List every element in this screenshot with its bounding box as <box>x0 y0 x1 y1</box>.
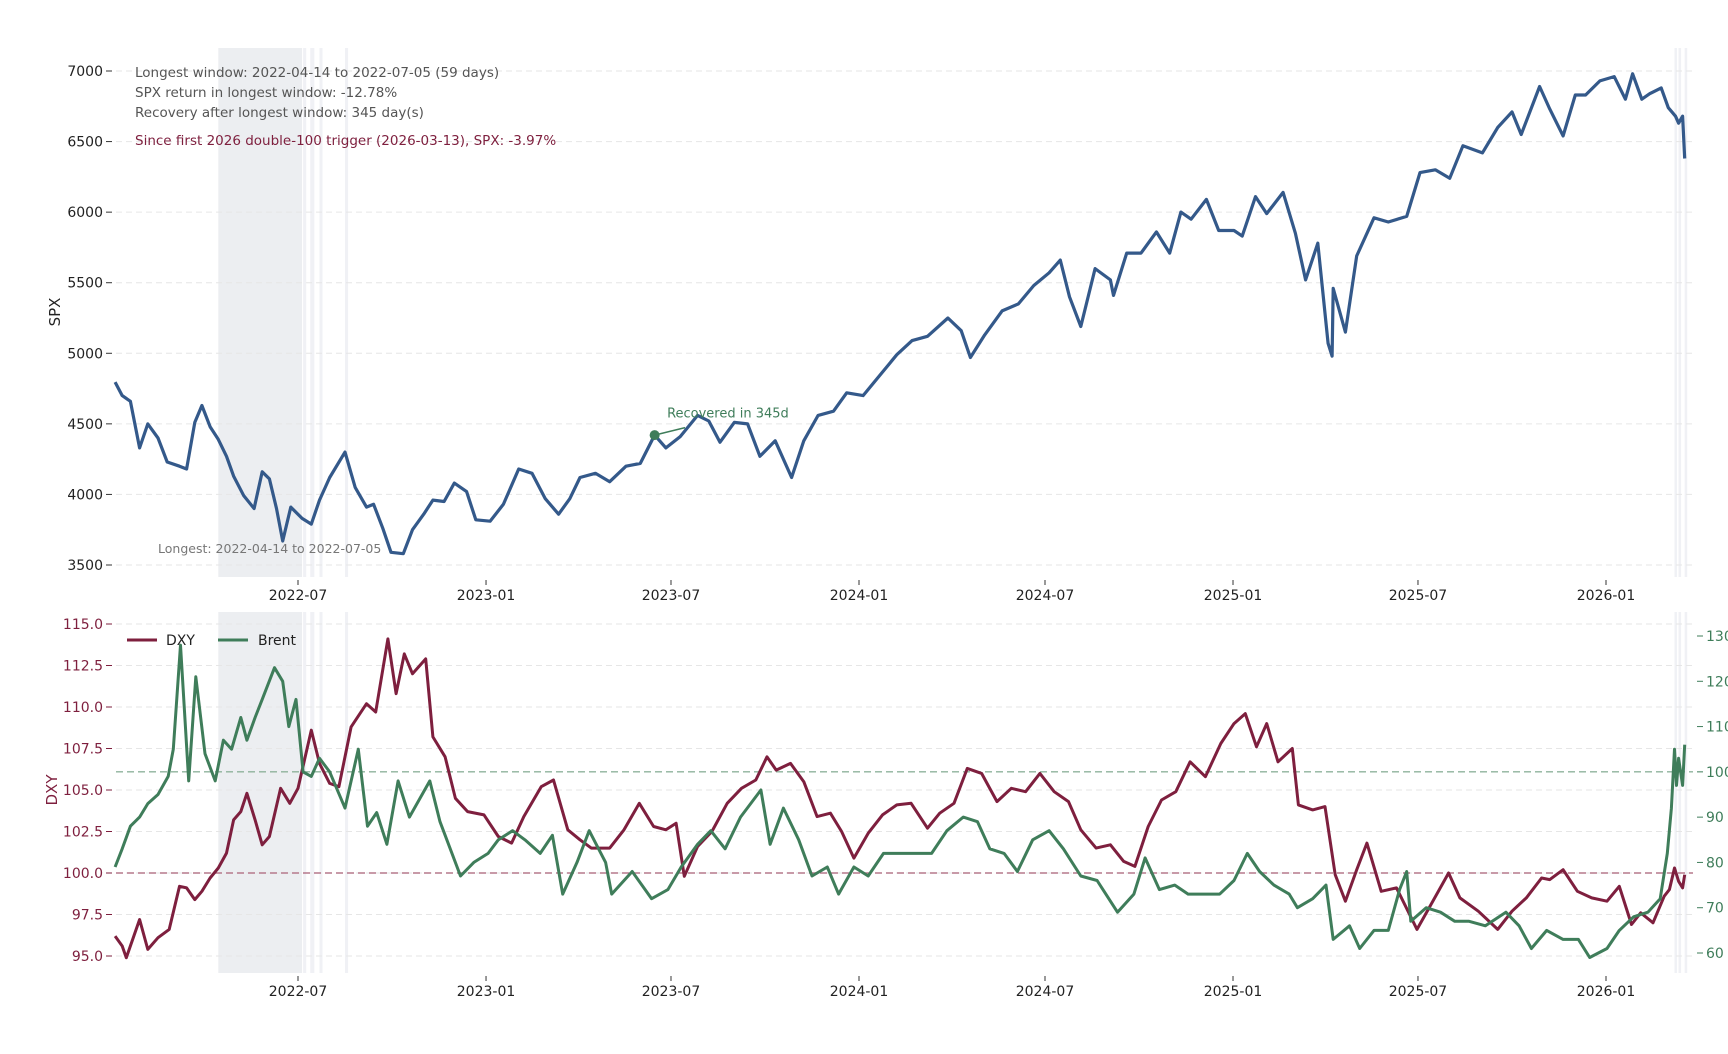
y2-tick-label: 130 <box>1706 629 1728 645</box>
y-tick-label: 115.0 <box>63 617 103 633</box>
shaded-window <box>303 48 307 577</box>
x-axis-ticks: 2022-07 2023-01 2023-07 2024-01 2024-07 2025-… <box>269 976 1636 1000</box>
shaded-window <box>345 612 349 973</box>
x-tick-label: 2025-07 <box>1389 984 1448 1000</box>
y2-tick-label: 70 <box>1706 901 1724 917</box>
trigger-annotation: Since first 2026 double-100 trigger (202… <box>135 133 556 149</box>
shaded-window <box>319 48 323 577</box>
x-axis-ticks: 2022-07 2023-01 2023-07 2024-01 2024-07 2025-… <box>269 580 1636 604</box>
x-tick-label: 2024-01 <box>830 588 889 604</box>
x-tick-label: 2026-01 <box>1577 984 1636 1000</box>
shaded-windows <box>218 612 1688 973</box>
y-tick-label: 6000 <box>67 205 103 221</box>
y-tick-label: 5500 <box>67 276 103 292</box>
shaded-window <box>1678 612 1682 973</box>
y-tick-label: 105.0 <box>63 783 103 799</box>
y-tick-label: 3500 <box>67 558 103 574</box>
y-tick-label: 102.5 <box>63 825 103 841</box>
shaded-window <box>1684 612 1688 973</box>
x-tick-label: 2025-01 <box>1204 984 1263 1000</box>
y-tick-label: 6500 <box>67 135 103 151</box>
legend-label-dxy: DXY <box>166 633 195 649</box>
x-tick-label: 2023-01 <box>457 984 516 1000</box>
x-tick-label: 2025-07 <box>1389 588 1448 604</box>
stats-line-return: SPX return in longest window: -12.78% <box>135 85 397 101</box>
x-tick-label: 2025-01 <box>1204 588 1263 604</box>
y-tick-label: 107.5 <box>63 742 103 758</box>
left-y-axis-ticks: 95.0 97.5 100.0 102.5 105.0 107.5 110.0 112.5 11… <box>63 617 112 965</box>
x-tick-label: 2023-07 <box>642 588 701 604</box>
shaded-window <box>1684 48 1688 577</box>
y2-tick-label: 90 <box>1706 810 1724 826</box>
x-tick-label: 2022-07 <box>269 984 328 1000</box>
recovery-point <box>649 430 660 441</box>
shaded-window <box>345 48 349 577</box>
annotations: Longest window: 2022-04-14 to 2022-07-05… <box>135 65 789 556</box>
y-tick-label: 100.0 <box>63 866 103 882</box>
y2-tick-label: 120 <box>1706 674 1728 690</box>
longest-window-label: Longest: 2022-04-14 to 2022-07-05 <box>158 541 381 556</box>
y-axis-label: DXY <box>43 774 61 806</box>
y-axis-ticks: 3500 4000 4500 5000 5500 6000 6500 7000 <box>67 64 112 574</box>
stats-line-window: Longest window: 2022-04-14 to 2022-07-05… <box>135 65 499 81</box>
shaded-window <box>1678 48 1682 577</box>
shaded-window <box>218 612 303 973</box>
series-lines <box>113 637 1687 960</box>
x-tick-label: 2026-01 <box>1577 588 1636 604</box>
x-tick-label: 2024-07 <box>1016 984 1075 1000</box>
x-tick-label: 2024-01 <box>830 984 889 1000</box>
spx-panel: 3500 4000 4500 5000 5500 6000 6500 7000 2022-07… <box>46 48 1693 604</box>
x-tick-label: 2024-07 <box>1016 588 1075 604</box>
y-tick-label: 5000 <box>67 346 103 362</box>
legend-label-brent: Brent <box>258 633 297 649</box>
y-axis-label: SPX <box>46 298 64 327</box>
dxy-brent-panel: 95.0 97.5 100.0 102.5 105.0 107.5 110.0 112.5 11… <box>43 612 1728 1000</box>
y-tick-label: 4000 <box>67 487 103 503</box>
recovery-arrow <box>654 426 686 436</box>
brent-line <box>113 643 1687 959</box>
y2-tick-label: 100 <box>1706 765 1728 781</box>
y-tick-label: 112.5 <box>63 659 103 675</box>
x-tick-label: 2023-07 <box>642 984 701 1000</box>
x-tick-label: 2022-07 <box>269 588 328 604</box>
shaded-window <box>310 612 315 973</box>
shaded-window <box>319 612 323 973</box>
stats-line-recovery: Recovery after longest window: 345 day(s… <box>135 105 424 121</box>
shaded-window <box>303 612 307 973</box>
legend: DXY Brent <box>127 633 297 649</box>
y-gridlines <box>116 623 1693 957</box>
y2-tick-label: 110 <box>1706 720 1728 736</box>
y-tick-label: 95.0 <box>72 949 103 965</box>
shaded-windows <box>218 48 1688 577</box>
shaded-window <box>218 48 303 577</box>
y-tick-label: 97.5 <box>72 908 103 924</box>
x-tick-label: 2023-01 <box>457 588 516 604</box>
right-y-axis-ticks: 60 70 80 90 100 110 120 130 <box>1697 629 1728 962</box>
y-tick-label: 4500 <box>67 417 103 433</box>
shaded-window <box>310 48 315 577</box>
dxy-line <box>113 637 1687 960</box>
spx-line <box>113 72 1687 556</box>
recovery-label: Recovered in 345d <box>667 407 789 422</box>
y2-tick-label: 80 <box>1706 855 1724 871</box>
y2-tick-label: 60 <box>1706 946 1724 962</box>
recovery-annotation: Recovered in 345d <box>649 407 789 441</box>
y-gridlines <box>116 70 1693 566</box>
y-tick-label: 7000 <box>67 64 103 80</box>
reference-lines <box>116 771 1693 874</box>
shaded-window <box>1674 48 1677 577</box>
series-lines <box>113 72 1687 556</box>
y-tick-label: 110.0 <box>63 700 103 716</box>
shaded-window <box>1674 612 1677 973</box>
